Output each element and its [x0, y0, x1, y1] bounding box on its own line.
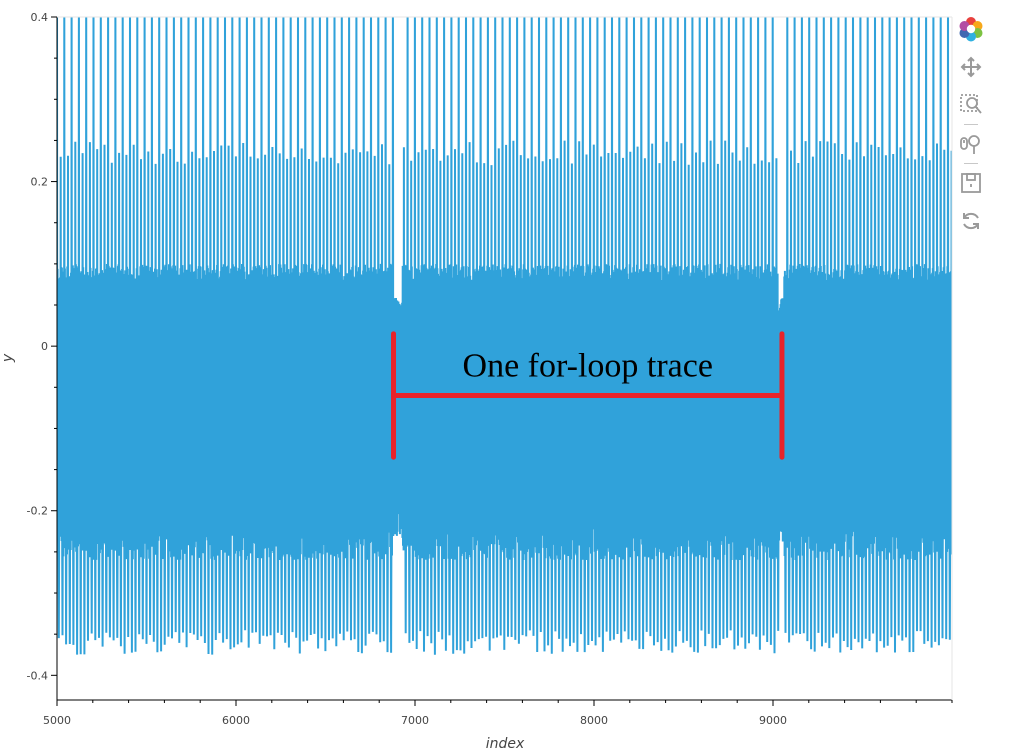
- wheel-zoom-icon[interactable]: [955, 129, 987, 159]
- x-tick-label: 9000: [759, 714, 787, 727]
- reset-icon[interactable]: [955, 206, 987, 236]
- y-tick-label: -0.2: [27, 505, 48, 518]
- axes: [56, 16, 953, 701]
- y-tick-label: 0.2: [31, 176, 49, 189]
- x-tick-label: 7000: [401, 714, 429, 727]
- pan-icon[interactable]: [955, 52, 987, 82]
- y-ticks: 0.4 0.2 0 -0.2 -0.4: [27, 11, 57, 682]
- bokeh-logo-icon[interactable]: [955, 14, 987, 44]
- annotation-layer: One for-loop trace: [391, 331, 785, 460]
- x-tick-label: 6000: [222, 714, 250, 727]
- x-tick-label: 8000: [580, 714, 608, 727]
- x-ticks: 5000 6000 7000 8000 9000: [43, 700, 953, 727]
- y-tick-label: -0.4: [27, 669, 48, 682]
- y-axis-title: y: [0, 353, 16, 363]
- x-tick-label: 5000: [43, 714, 71, 727]
- annotation-label: One for-loop trace: [463, 348, 713, 385]
- series-line: [57, 17, 952, 655]
- toolbar-separator: [964, 163, 978, 164]
- series-layer: [57, 17, 952, 655]
- save-icon[interactable]: [955, 168, 987, 198]
- y-tick-label: 0.4: [31, 11, 49, 24]
- y-tick-label: 0: [41, 340, 48, 353]
- box-zoom-icon[interactable]: [955, 90, 987, 120]
- toolbar-separator: [964, 124, 978, 125]
- x-axis-title: index: [486, 736, 525, 752]
- toolbar: [955, 14, 987, 244]
